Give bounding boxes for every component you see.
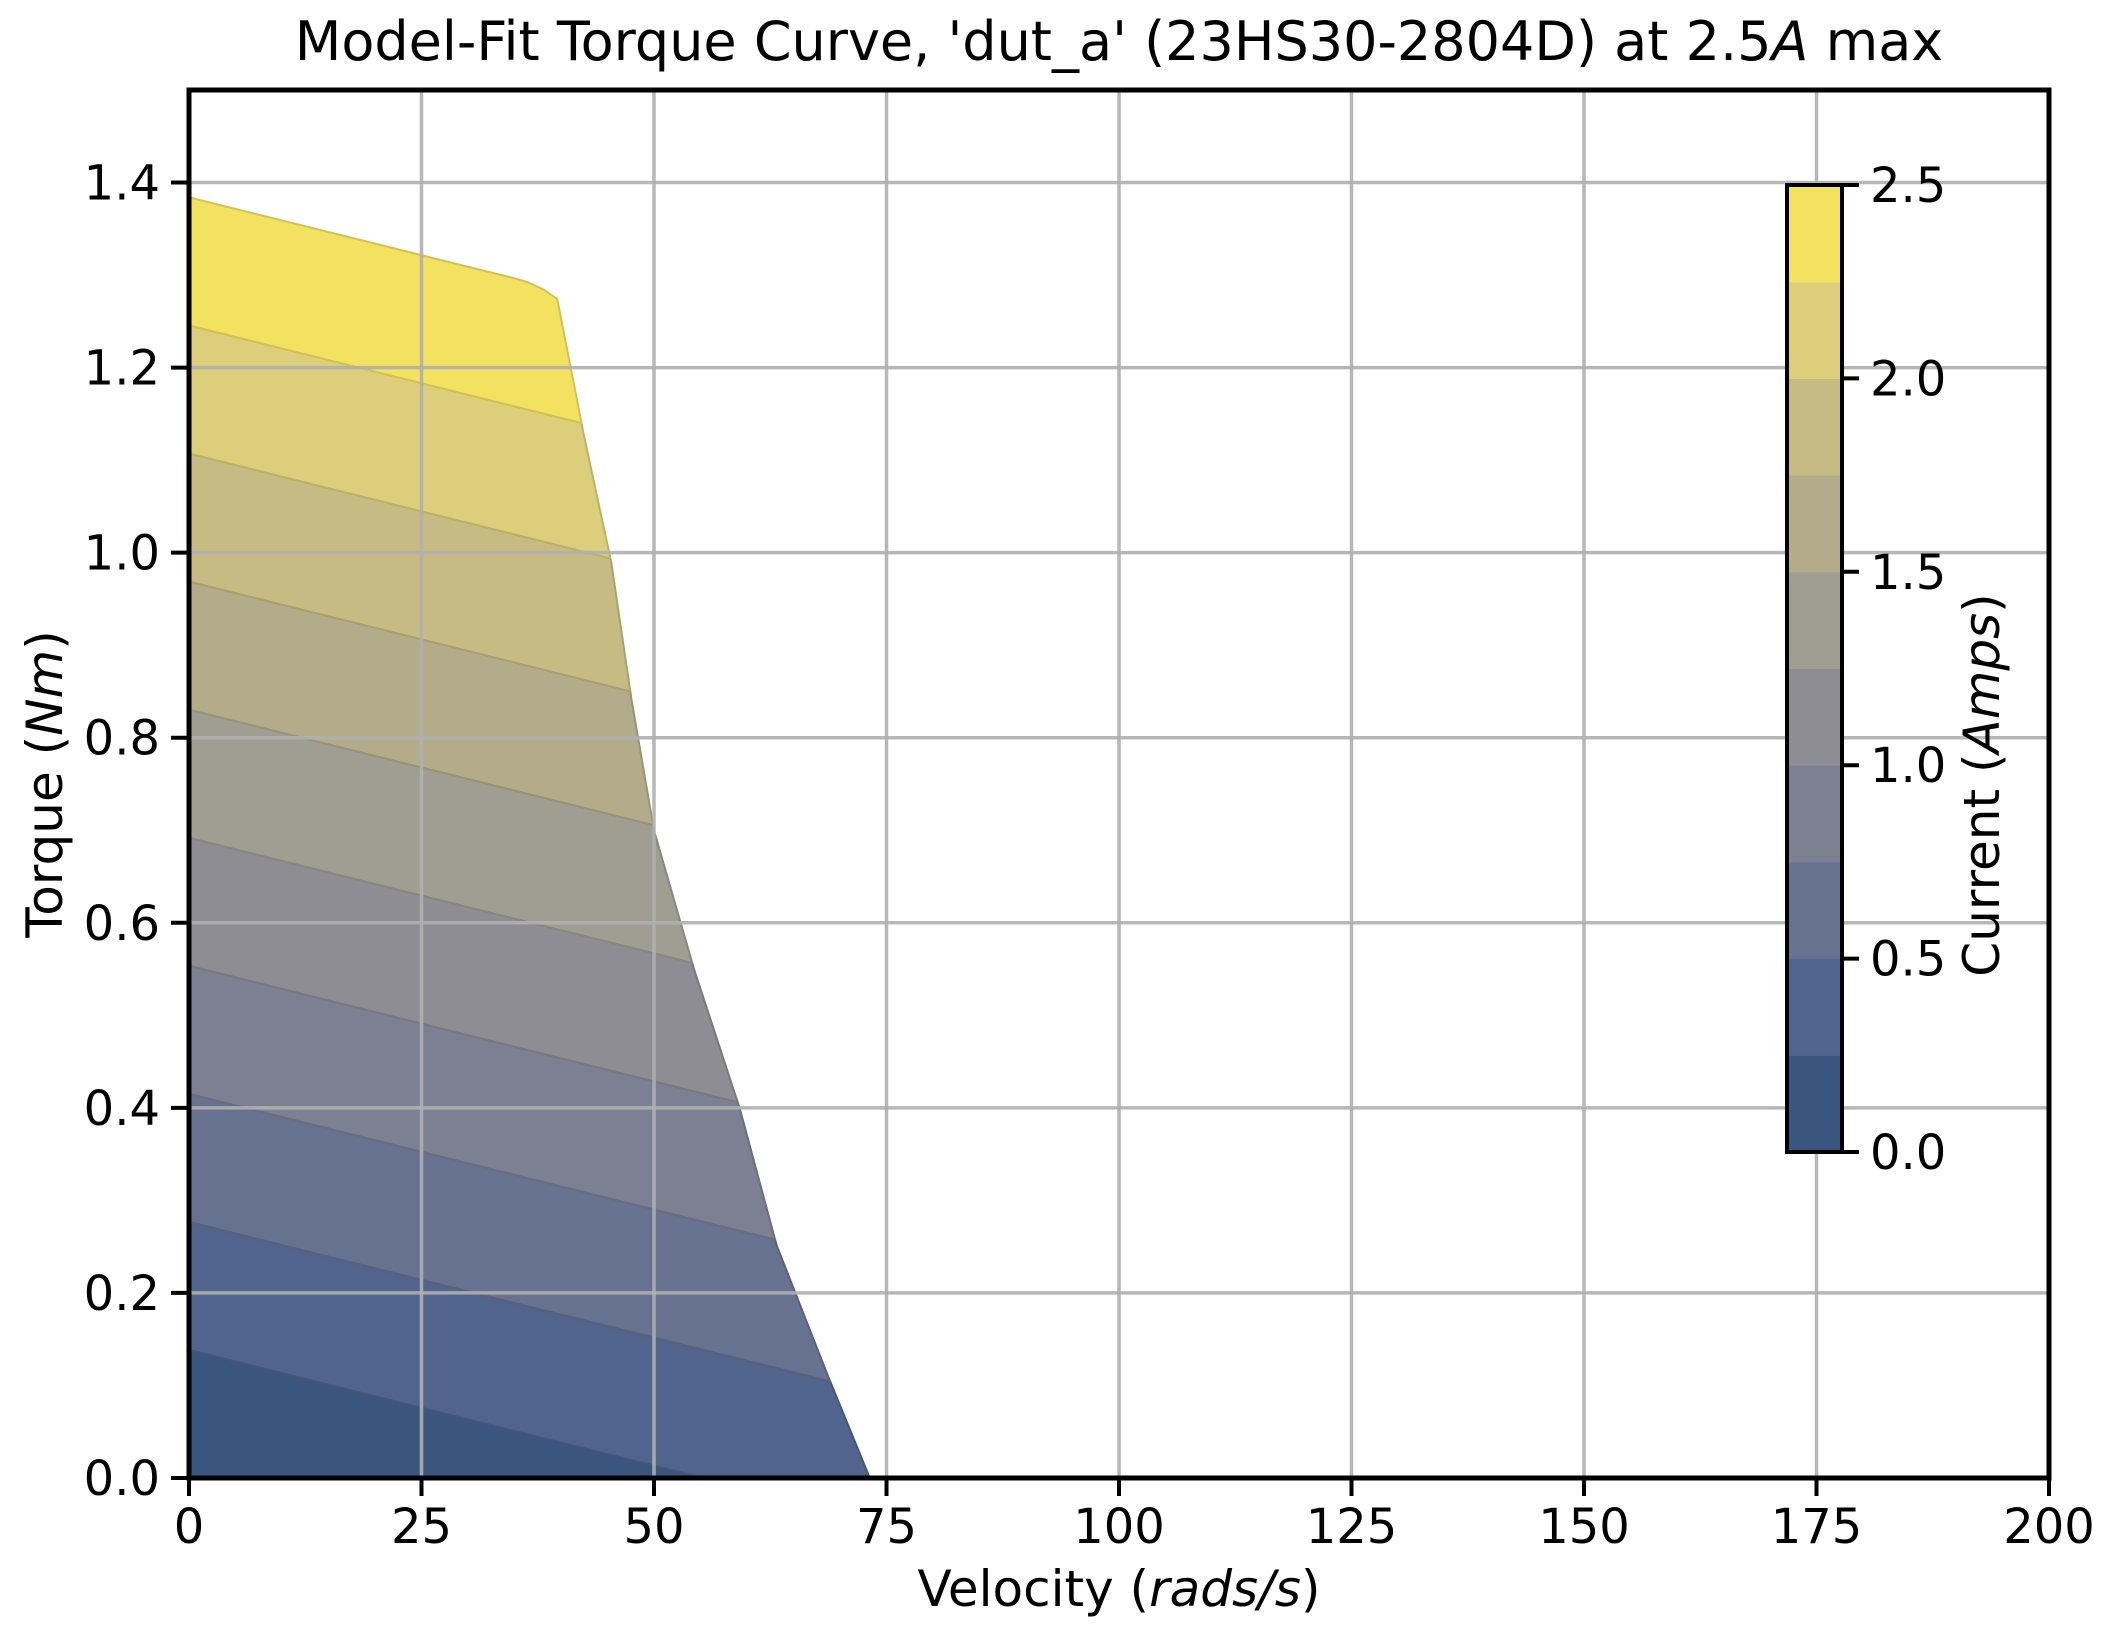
x-tick-label-0: 0 xyxy=(174,1499,205,1555)
y-tick-label-1.2: 1.2 xyxy=(84,341,160,397)
colorbar-tick-label-0: 0.0 xyxy=(1870,1125,1946,1181)
colorbar-tick-label-1: 1.0 xyxy=(1870,738,1946,794)
x-tick-label-175: 175 xyxy=(1771,1499,1863,1555)
y-tick-label-1: 1.0 xyxy=(84,526,160,582)
colorbar-tick-label-2: 2.0 xyxy=(1870,351,1946,407)
x-tick-label-75: 75 xyxy=(856,1499,917,1555)
colorbar-band-3 xyxy=(1787,765,1842,863)
x-tick-label-150: 150 xyxy=(1538,1499,1630,1555)
x-tick-label-200: 200 xyxy=(2003,1499,2095,1555)
y-tick-label-1.4: 1.4 xyxy=(84,156,160,212)
y-tick-label-0.6: 0.6 xyxy=(84,896,160,952)
colorbar-band-9 xyxy=(1787,185,1842,283)
contour-band-layer xyxy=(188,196,871,1479)
colorbar-band-7 xyxy=(1787,378,1842,476)
colorbar-band-6 xyxy=(1787,475,1842,573)
colorbar-label: Current (Amps) xyxy=(1953,593,2011,976)
colorbar-tick-label-1.5: 1.5 xyxy=(1870,545,1946,601)
colorbar-band-5 xyxy=(1787,571,1842,670)
axes-spines-ticks: 0 25 50 75 100 125 150 175 200 0.0 0.2 0.4 0.6 0.8 1.0… xyxy=(84,87,2095,1555)
y-axis-label: Torque (Nm) xyxy=(16,630,74,939)
colorbar-band-1 xyxy=(1787,958,1842,1056)
colorbar-band-4 xyxy=(1787,668,1842,766)
plot-title: Model-Fit Torque Curve, 'dut_a' (23HS30-… xyxy=(295,10,1944,73)
colorbar-tick-label-2.5: 2.5 xyxy=(1870,158,1946,214)
colorbar: 0.0 0.5 1.0 1.5 2.0 2.5 xyxy=(1785,158,1946,1181)
x-tick-label-25: 25 xyxy=(391,1499,452,1555)
y-tick-label-0: 0.0 xyxy=(84,1451,160,1507)
x-tick-label-125: 125 xyxy=(1306,1499,1398,1555)
colorbar-band-2 xyxy=(1787,861,1842,960)
y-tick-label-0.8: 0.8 xyxy=(84,711,160,767)
x-tick-label-100: 100 xyxy=(1073,1499,1165,1555)
colorbar-band-8 xyxy=(1787,281,1842,379)
colorbar-band-0 xyxy=(1787,1055,1842,1153)
colorbar-outline xyxy=(1785,183,1844,1154)
x-axis-label: Velocity (rads/s) xyxy=(918,1560,1321,1618)
y-tick-label-0.2: 0.2 xyxy=(84,1266,160,1322)
x-tick-label-50: 50 xyxy=(623,1499,684,1555)
colorbar-tick-label-0.5: 0.5 xyxy=(1870,932,1946,988)
y-tick-label-0.4: 0.4 xyxy=(84,1081,160,1137)
